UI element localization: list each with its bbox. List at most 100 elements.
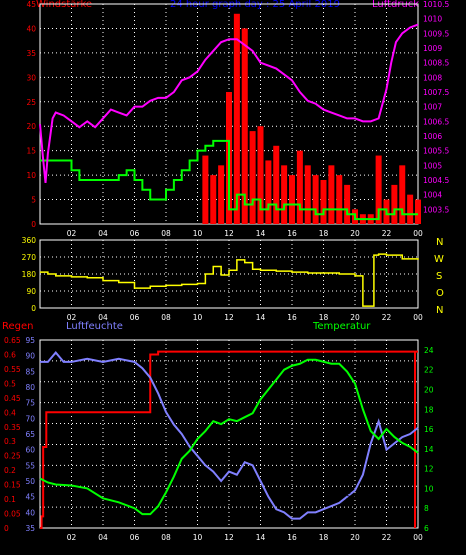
direction-label-s: S — [436, 271, 443, 282]
rain-ytick-0.35: 0.35 — [4, 423, 21, 432]
direction-xtick-12: 12 — [224, 313, 234, 322]
wind-gust-bar-14 — [312, 175, 319, 224]
humidity-line — [40, 350, 419, 520]
wind-gust-bar-22 — [375, 155, 382, 224]
humidity-ytick-95: 95 — [25, 336, 35, 345]
temperature-ytick-12: 12 — [424, 465, 434, 474]
sun-rise-label: Sun Rise — [122, 492, 157, 501]
direction-xtick-08: 08 — [161, 313, 171, 322]
pressure-ytick-1004: 1004 — [423, 191, 442, 200]
wind-gust-bar-10 — [281, 165, 288, 224]
direction-xtick-14: 14 — [256, 313, 266, 322]
wind-ytick-15: 15 — [26, 147, 36, 156]
direction-xtick-18: 18 — [319, 313, 329, 322]
wind-gust-bar-6 — [249, 131, 256, 224]
wind-xtick-10: 10 — [193, 229, 203, 238]
wind-ytick-5: 5 — [31, 196, 36, 205]
wind-ytick-45: 45 — [26, 0, 36, 9]
temperature-ytick-18: 18 — [424, 405, 434, 414]
rain-ytick-0: 0 — [4, 524, 9, 533]
direction-label-w: W — [434, 254, 444, 265]
wind-gust-bar-0 — [202, 155, 209, 224]
temperature-ytick-6: 6 — [424, 524, 429, 533]
wind-xtick-02: 02 — [67, 229, 77, 238]
wind-average-line — [40, 139, 418, 221]
direction-xtick-04: 04 — [98, 313, 108, 322]
pressure-ytick-1005: 1005 — [423, 161, 442, 170]
pressure-line — [39, 23, 419, 184]
humidity-ytick-50: 50 — [25, 477, 35, 486]
wind-ytick-20: 20 — [26, 122, 36, 131]
wind-gust-bar-15 — [320, 180, 327, 224]
rain-title: Regen — [2, 321, 34, 332]
humidity-ytick-70: 70 — [25, 414, 35, 423]
humidity-ytick-75: 75 — [25, 399, 35, 408]
direction-ytick-0: 0 — [31, 304, 36, 313]
temperature-ytick-16: 16 — [424, 425, 434, 434]
rain-ytick-0.45: 0.45 — [4, 394, 21, 403]
pressure-ytick-1008.5: 1008.5 — [423, 59, 449, 68]
rain-ytick-0.05: 0.05 — [4, 510, 21, 519]
sun-set-label: Sun Set — [346, 492, 377, 501]
direction-ytick-180: 180 — [22, 270, 37, 279]
direction-label-n-bottom: N — [436, 305, 444, 316]
wind-gust-bar-25 — [399, 165, 406, 224]
humidity-ytick-90: 90 — [25, 352, 35, 361]
wind-direction-line — [40, 253, 419, 307]
wind-xtick-04: 04 — [98, 229, 108, 238]
pressure-ytick-1005.5: 1005.5 — [423, 147, 449, 156]
temperature-ytick-20: 20 — [424, 385, 434, 394]
temperature-ytick-14: 14 — [424, 445, 434, 454]
humidity-ytick-40: 40 — [25, 508, 35, 517]
pressure-ytick-1004.5: 1004.5 — [423, 176, 449, 185]
wind-xtick-16: 16 — [287, 229, 297, 238]
climate-xtick-00: 00 — [413, 533, 423, 542]
wind-ytick-40: 40 — [26, 24, 36, 33]
wind-ytick-30: 30 — [26, 73, 36, 82]
pressure-title: Luftdruck — [372, 0, 420, 10]
climate-xtick-06: 06 — [130, 533, 140, 542]
humidity-ytick-65: 65 — [25, 430, 35, 439]
temperature-ytick-24: 24 — [424, 346, 434, 355]
wind-xtick-20: 20 — [350, 229, 360, 238]
chart-date-title: 24 hour graph day : 25 April 2019 — [170, 0, 340, 10]
wind-gust-bar-9 — [273, 145, 280, 224]
pressure-ytick-1007: 1007 — [423, 103, 442, 112]
direction-ytick-90: 90 — [26, 287, 36, 296]
climate-xtick-10: 10 — [193, 533, 203, 542]
wind-gust-bar-26 — [407, 194, 414, 224]
direction-xtick-22: 22 — [382, 313, 392, 322]
humidity-ytick-55: 55 — [25, 461, 35, 470]
wind-xtick-08: 08 — [161, 229, 171, 238]
rain-ytick-0.2: 0.2 — [4, 466, 16, 475]
wind-ytick-35: 35 — [26, 49, 36, 58]
direction-xtick-10: 10 — [193, 313, 203, 322]
pressure-ytick-1003.5: 1003.5 — [423, 205, 449, 214]
direction-xtick-20: 20 — [350, 313, 360, 322]
rain-ytick-0.6: 0.6 — [4, 350, 16, 359]
temperature-title: Temperatur — [313, 321, 371, 332]
pressure-ytick-1006: 1006 — [423, 132, 442, 141]
direction-label-n-top: N — [436, 237, 444, 248]
climate-xtick-14: 14 — [256, 533, 266, 542]
pressure-ytick-1008: 1008 — [423, 73, 442, 82]
climate-xtick-16: 16 — [287, 533, 297, 542]
climate-xtick-02: 02 — [67, 533, 77, 542]
rain-ytick-0.4: 0.4 — [4, 408, 16, 417]
wind-xtick-12: 12 — [224, 229, 234, 238]
humidity-ytick-80: 80 — [25, 383, 35, 392]
rain-line — [40, 350, 418, 529]
direction-ytick-360: 360 — [22, 236, 37, 245]
pressure-ytick-1010.5: 1010.5 — [423, 0, 449, 9]
climate-xtick-12: 12 — [224, 533, 234, 542]
climate-xtick-22: 22 — [382, 533, 392, 542]
climate-xtick-04: 04 — [98, 533, 108, 542]
wind-gust-bar-13 — [304, 165, 311, 224]
humidity-ytick-35: 35 — [25, 524, 35, 533]
wind-xtick-00: 00 — [413, 229, 423, 238]
wind-gust-bar-24 — [391, 184, 398, 224]
rain-ytick-0.1: 0.1 — [4, 495, 16, 504]
rain-ytick-0.25: 0.25 — [4, 452, 21, 461]
climate-xtick-18: 18 — [319, 533, 329, 542]
wind-gust-bar-16 — [328, 165, 335, 224]
